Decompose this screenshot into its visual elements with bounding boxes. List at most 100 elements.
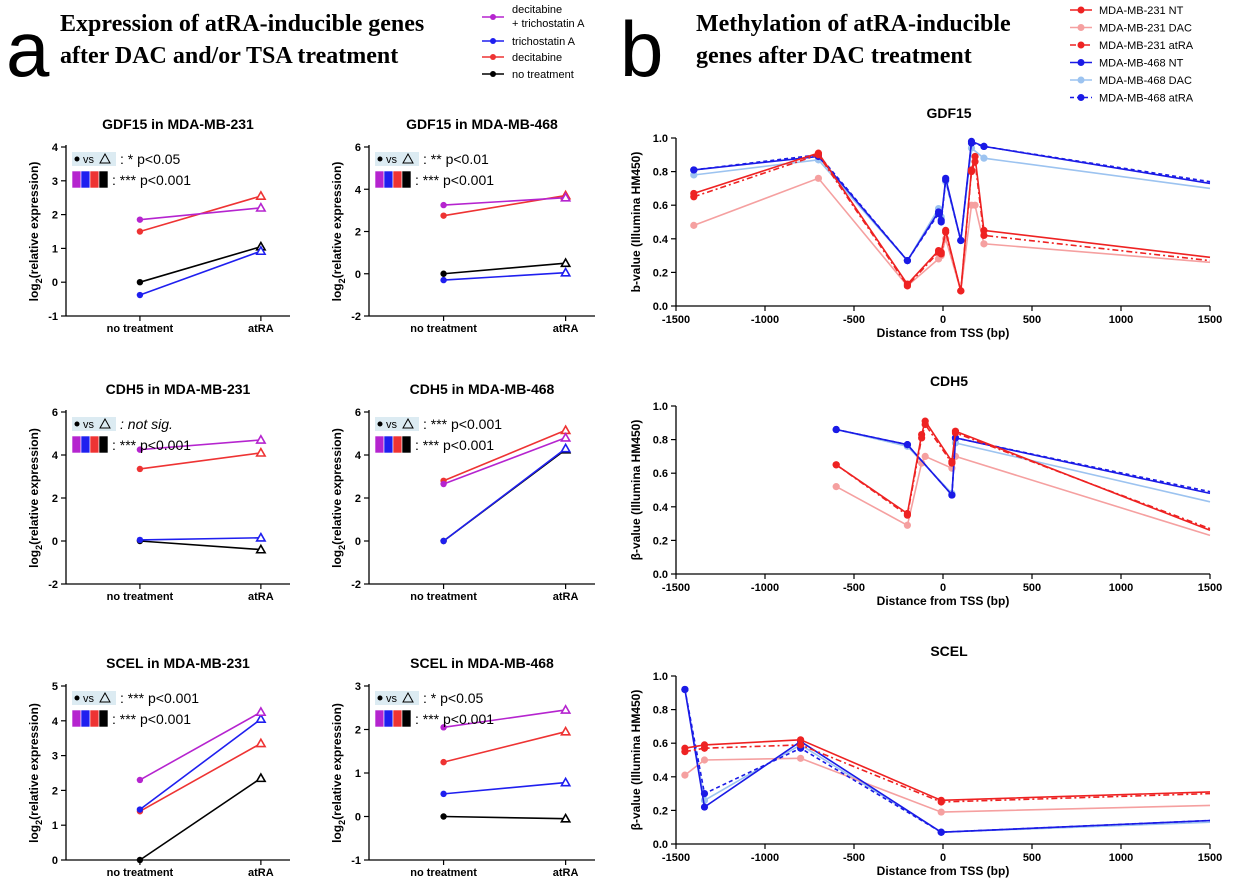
data-point [440,537,447,545]
series-line [139,742,262,812]
data-point [903,521,912,529]
data-point [971,157,979,166]
panel-a-legend: decitabine + trichostatin A trichostatin A… [482,4,585,81]
annotation-color-swatch [374,709,385,728]
methylation-chart: CDH5 0.0 0.2 0.4 0.6 0.8 1.0 -1500 -1000 -500 0 500… [629,373,1222,608]
data-point [948,491,956,499]
annotation-dot-icon [377,421,383,427]
data-point-triangle [255,447,267,457]
annotation-text: : *** p<0.001 [120,690,199,706]
data-point-triangle [255,737,267,748]
y-tick-label: 0.8 [653,167,668,179]
y-tick-label: 0 [52,277,58,289]
series-line [693,177,1211,292]
annotation-triangle-icon [402,417,414,429]
annotation-text: : *** p<0.001 [112,711,191,727]
data-point-triangle [560,191,572,202]
annotation-color-swatch [71,170,82,189]
x-tick-label: atRA [553,323,579,335]
y-tick-label: 0.4 [653,234,669,246]
data-point [957,287,965,295]
data-point-triangle [255,190,267,200]
data-point [832,425,840,434]
y-tick-label: 0.2 [653,805,668,817]
data-point [937,798,945,806]
series-line [443,781,566,795]
methylation-chart: SCEL 0.0 0.2 0.4 0.6 0.8 1.0 -1500 -1000 -500 0 500… [629,643,1222,878]
y-axis-label: b-value (Illumina HM450) [629,152,643,293]
legend-a-marker [490,14,496,20]
data-point [690,166,698,174]
y-axis-label: log2(relative expression) [27,162,44,302]
x-tick-label: -1000 [751,582,779,594]
x-tick-label: -1500 [662,582,690,594]
y-tick-label: -1 [351,855,361,867]
y-axis-label: log2(relative expression) [330,703,347,843]
data-point-triangle [560,704,572,714]
series-line [139,207,261,221]
x-tick-label: 0 [940,582,946,594]
data-point [967,168,976,176]
annotation-dot-icon [74,421,80,427]
panel-a-letter: a [6,5,50,93]
annotation-dot-icon [74,156,80,162]
legend-a-label: decitabine [512,4,562,16]
series-line [684,689,1211,834]
annotation-vs-text: vs [83,154,95,166]
annotation-color-swatch [383,709,394,728]
data-point [690,193,698,201]
data-point [980,240,988,248]
x-tick-label: no treatment [107,591,174,603]
series-line [836,428,1211,503]
data-point [797,741,805,749]
y-tick-label: 0.2 [653,535,668,547]
y-axis-label: log2(relative expression) [330,162,347,302]
series-line [836,428,1211,497]
y-tick-label: 3 [52,751,58,763]
data-point [832,483,840,491]
y-axis-label: log2(relative expression) [27,703,44,843]
series-line [139,777,262,861]
legend-b-marker [1077,24,1085,31]
data-point [440,201,447,209]
series-line [139,245,262,283]
annotation-color-swatch [80,435,91,454]
annotation-color-swatch [98,170,109,189]
legend-b-label: MDA-MB-231 atRA [1099,40,1194,52]
expression-chart: CDH5 in MDA-MB-468 -2 0 2 4 6 no treatment atRA… [330,381,595,603]
data-point [980,154,988,162]
annotation-color-swatch [401,170,412,189]
x-tick-label: -500 [843,852,865,864]
annotation-color-swatch [71,709,82,728]
data-point [136,536,144,544]
annotation-vs-text: vs [83,693,95,705]
expression-chart: GDF15 in MDA-MB-468 -2 0 2 4 6 no treatment atR… [330,116,595,335]
series-line [693,140,1211,262]
y-tick-label: 6 [355,142,361,154]
series-line [139,250,262,296]
data-point-triangle [255,245,267,256]
data-point [700,744,709,752]
y-tick-label: 4 [52,142,59,154]
data-point [918,434,926,442]
x-tick-label: no treatment [410,867,477,879]
y-axis-label: log2(relative expression) [27,428,44,568]
chart-title: CDH5 in MDA-MB-231 [106,381,251,397]
annotation-color-swatch [80,170,91,189]
data-point [700,803,709,811]
annotation-text: : *** p<0.001 [112,437,191,453]
data-point-triangle [255,434,267,444]
data-point-triangle [560,257,572,268]
series-line [443,815,566,820]
legend-b-label: MDA-MB-468 NT [1099,58,1184,70]
annotation-text: : *** p<0.001 [423,416,502,432]
chart-title: CDH5 in MDA-MB-468 [410,381,555,397]
data-point [951,429,960,437]
data-point [903,257,912,265]
legend-a-marker [490,38,496,44]
annotation-color-swatch [401,709,412,728]
data-point [980,142,988,150]
data-point-triangle [560,431,572,442]
data-point [797,754,805,762]
annotation-text: : *** p<0.001 [415,437,494,453]
